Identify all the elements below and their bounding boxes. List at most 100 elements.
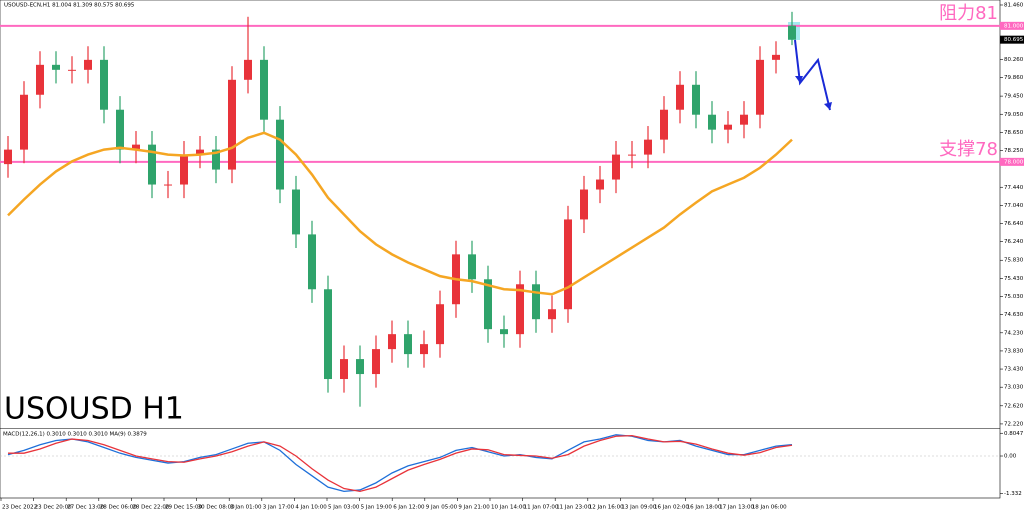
- candle-body: [372, 349, 380, 375]
- x-tick-label: 28 Dec 22:00: [132, 505, 169, 511]
- arrow-head: [795, 76, 803, 83]
- candle-body: [580, 189, 588, 220]
- x-tick-label: 3 Jan 01:00: [230, 505, 262, 511]
- candle-body: [676, 84, 684, 110]
- candle-body: [660, 109, 668, 140]
- candle-body: [260, 59, 268, 120]
- x-tick-label: 18 Jan 06:00: [752, 505, 787, 511]
- candle-body: [756, 59, 764, 115]
- macd-tick-label: -1.332: [1004, 491, 1022, 497]
- last-price-box: [1000, 35, 1024, 44]
- x-tick-label: 5 Jan 03:00: [328, 505, 360, 511]
- candle-body: [228, 79, 236, 170]
- y-tick-label: 75.430: [1004, 276, 1024, 282]
- y-tick-label: 79.860: [1004, 75, 1024, 81]
- x-tick-label: 10 Jan 14:00: [491, 505, 526, 511]
- candle-body: [468, 254, 476, 280]
- y-tick-label: 72.220: [1004, 421, 1024, 427]
- candle-body: [772, 54, 780, 60]
- y-tick-label: 76.240: [1004, 239, 1024, 245]
- macd-line: [8, 435, 793, 493]
- x-tick-label: 16 Jan 02:00: [654, 505, 689, 511]
- candle-body: [116, 109, 124, 150]
- candle-body: [692, 84, 700, 115]
- x-tick-label: 9 Jan 21:00: [458, 505, 490, 511]
- y-tick-label: 81.460: [1004, 2, 1024, 8]
- x-tick-label: 9 Jan 05:00: [426, 505, 458, 511]
- y-tick-label: 80.260: [1004, 57, 1024, 63]
- x-tick-label: 4 Jan 10:00: [295, 505, 327, 511]
- x-tick-label: 5 Jan 19:00: [361, 505, 393, 511]
- candle-body: [740, 114, 748, 125]
- y-tick-label: 76.640: [1004, 221, 1024, 227]
- x-tick-label: 23 Dec 2022: [2, 505, 37, 511]
- macd-tick-label: 0.8047: [1004, 431, 1024, 437]
- y-tick-label: 73.030: [1004, 385, 1024, 391]
- y-tick-label: 78.650: [1004, 130, 1024, 136]
- level-annotation: 阻力81: [939, 3, 998, 24]
- candle-body: [532, 284, 540, 320]
- candle-body: [356, 359, 364, 375]
- candle-body: [52, 64, 60, 70]
- x-tick-label: 12 Jan 16:00: [589, 505, 624, 511]
- candle-body: [500, 329, 508, 335]
- candle-body: [404, 334, 412, 355]
- x-tick-label: 11 Jan 23:00: [556, 505, 591, 511]
- candle-body: [68, 69, 76, 71]
- y-tick-label: 73.430: [1004, 367, 1024, 373]
- candle-body: [132, 144, 140, 150]
- x-tick-label: 30 Dec 08:00: [198, 505, 235, 511]
- candle-body: [612, 154, 620, 180]
- candle-body: [516, 284, 524, 335]
- plot-frame: [0, 0, 1001, 499]
- candle-body: [340, 359, 348, 380]
- moving-average: [7, 131, 793, 296]
- candle-body: [484, 279, 492, 330]
- y-tick-label: 75.030: [1004, 294, 1024, 300]
- level-box: [1000, 21, 1024, 30]
- candle-body: [788, 25, 796, 40]
- candle-body: [148, 144, 156, 185]
- candle-body: [164, 184, 172, 186]
- level-axis-label: 81.000: [1004, 23, 1024, 29]
- candle-body: [388, 334, 396, 350]
- x-tick-label: 23 Dec 20:00: [35, 505, 72, 511]
- candle-body: [324, 289, 332, 380]
- x-tick-label: 3 Jan 17:00: [263, 505, 295, 511]
- candle-body: [100, 59, 108, 110]
- macd-tick-label: 0.00: [1004, 454, 1017, 460]
- candle-body: [292, 189, 300, 235]
- y-tick-label: 74.230: [1004, 330, 1024, 336]
- candle-body: [180, 154, 188, 185]
- candle-body: [212, 149, 220, 170]
- y-tick-label: 72.620: [1004, 403, 1024, 409]
- x-tick-label: 27 Dec 13:00: [67, 505, 104, 511]
- y-tick-label: 74.630: [1004, 312, 1024, 318]
- candle-body: [436, 304, 444, 345]
- y-tick-label: 77.040: [1004, 203, 1024, 209]
- candle-body: [564, 219, 572, 310]
- y-tick-label: 78.250: [1004, 148, 1024, 154]
- candle-body: [244, 59, 252, 80]
- candle-body: [20, 94, 28, 150]
- level-axis-label: 78.000: [1004, 159, 1024, 165]
- candle-body: [196, 149, 204, 155]
- candle-body: [4, 149, 12, 165]
- level-box: [1000, 157, 1024, 166]
- candle-body: [596, 179, 604, 190]
- candle-body: [644, 139, 652, 155]
- candle-body: [36, 64, 44, 95]
- x-tick-label: 13 Jan 09:00: [621, 505, 656, 511]
- x-tick-label: 29 Dec 15:00: [165, 505, 202, 511]
- x-tick-label: 11 Jan 07:00: [524, 505, 559, 511]
- y-tick-label: 79.450: [1004, 94, 1024, 100]
- x-tick-label: 17 Jan 13:00: [719, 505, 754, 511]
- x-tick-label: 28 Dec 06:00: [100, 505, 137, 511]
- macd-label: MACD(12,26,1) 0.3010 0.3010 0.3010 MA(9)…: [3, 432, 147, 438]
- last-price: 80.695: [1004, 37, 1024, 43]
- candle-body: [420, 344, 428, 355]
- arrow-head: [824, 102, 832, 110]
- y-tick-label: 77.440: [1004, 185, 1024, 191]
- projection-arrow: [794, 39, 831, 111]
